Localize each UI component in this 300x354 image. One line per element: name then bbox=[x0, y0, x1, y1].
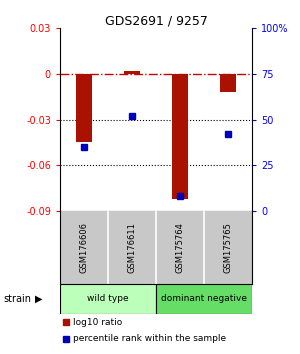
Text: dominant negative: dominant negative bbox=[161, 294, 247, 303]
Bar bbox=[124, 71, 140, 74]
Bar bbox=[172, 74, 188, 199]
Text: ▶: ▶ bbox=[34, 294, 42, 304]
Text: GSM175765: GSM175765 bbox=[224, 222, 232, 273]
Text: GSM176611: GSM176611 bbox=[128, 222, 136, 273]
Text: strain: strain bbox=[3, 294, 31, 304]
Bar bbox=[76, 74, 92, 142]
Bar bbox=[156, 284, 252, 314]
Bar bbox=[220, 74, 236, 92]
Text: log10 ratio: log10 ratio bbox=[74, 318, 123, 326]
Title: GDS2691 / 9257: GDS2691 / 9257 bbox=[105, 14, 207, 27]
Text: percentile rank within the sample: percentile rank within the sample bbox=[74, 334, 226, 343]
Text: GSM175764: GSM175764 bbox=[176, 222, 184, 273]
Bar bbox=[60, 284, 156, 314]
Text: GSM176606: GSM176606 bbox=[80, 222, 88, 273]
Text: wild type: wild type bbox=[87, 294, 129, 303]
